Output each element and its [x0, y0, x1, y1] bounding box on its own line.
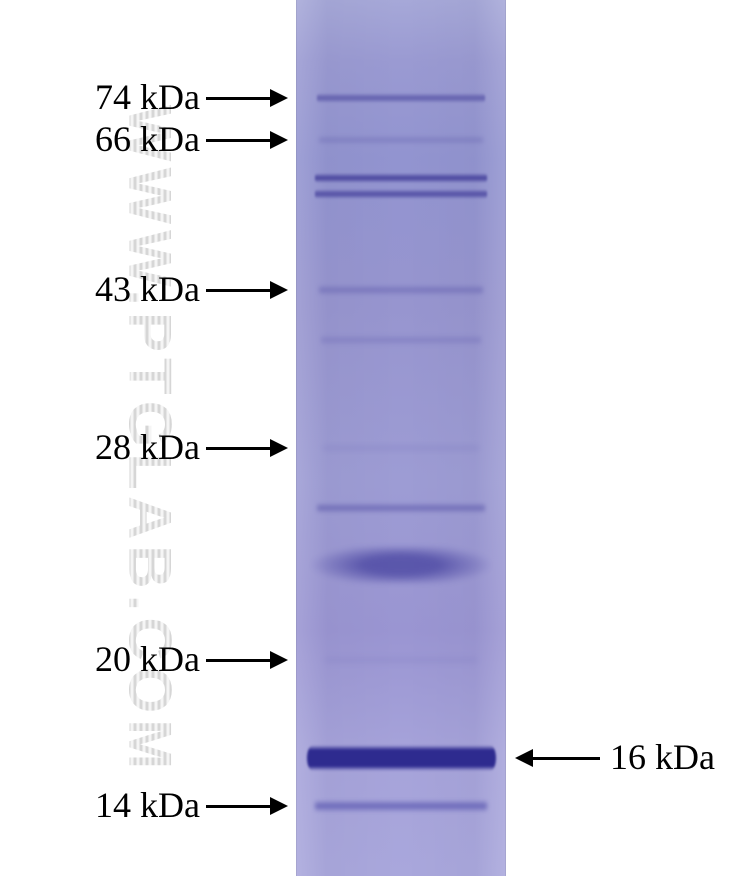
mw-label-left: 74 kDa [95, 76, 200, 118]
arrow-right-icon [206, 651, 288, 669]
band-60b [315, 189, 487, 199]
arrow-left-icon [515, 749, 600, 767]
band-74 [317, 93, 485, 103]
arrow-right-icon [206, 439, 288, 457]
arrow-right-icon [206, 89, 288, 107]
band-28 [323, 444, 478, 452]
band-66 [319, 136, 483, 144]
arrow-right-icon [206, 131, 288, 149]
arrow-right-icon [206, 281, 288, 299]
band-38 [321, 335, 481, 345]
band-60a [315, 173, 487, 183]
band-43 [319, 285, 483, 295]
mw-label-left: 66 kDa [95, 118, 200, 160]
band-14 [315, 800, 487, 812]
band-16 [307, 745, 496, 771]
mw-label-left: 28 kDa [95, 426, 200, 468]
band-20 [325, 656, 476, 664]
mw-label-left: 14 kDa [95, 784, 200, 826]
arrow-right-icon [206, 797, 288, 815]
mw-label-left: 43 kDa [95, 268, 200, 310]
mw-label-right: 16 kDa [610, 736, 715, 778]
band-26 [317, 503, 485, 513]
mw-label-left: 20 kDa [95, 638, 200, 680]
gel-figure-container: WWW.PTGLAB.COM 74 kDa66 kDa43 kDa28 kDa2… [0, 0, 740, 876]
band-23 [311, 547, 492, 583]
